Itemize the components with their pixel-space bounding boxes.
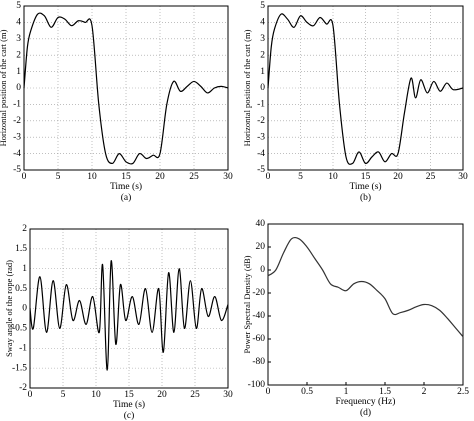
x-tick-label: 15: [361, 172, 371, 182]
x-tick-label: 20: [393, 172, 403, 182]
x-tick-label: 2: [422, 387, 427, 397]
y-tick-label: -3: [13, 132, 21, 142]
x-tick-label: 0: [28, 390, 33, 400]
y-tick-label: 0.5: [15, 284, 27, 294]
y-tick-label: 5: [16, 1, 21, 11]
y-tick-label: 4: [260, 18, 265, 28]
y-tick-label: 3: [16, 34, 21, 44]
y-tick-label: -5: [13, 165, 21, 175]
y-tick-label: 0: [260, 83, 265, 93]
caption: (b): [360, 192, 371, 203]
y-tick-label: 2: [16, 50, 21, 60]
y-tick-label: 5: [260, 1, 265, 11]
x-axis-label: Time (s): [349, 181, 381, 192]
x-tick-label: 25: [426, 172, 436, 182]
y-tick-label: 0: [22, 304, 27, 314]
y-tick-label: 1: [16, 67, 21, 77]
y-tick-label: 0: [260, 265, 265, 275]
x-tick-label: 1: [344, 387, 349, 397]
y-tick-label: -0.5: [12, 324, 27, 334]
x-axis-label: Frequency (Hz): [336, 396, 396, 407]
y-tick-label: -40: [252, 311, 265, 321]
y-tick-label: -1: [13, 100, 21, 110]
y-tick-label: 1: [22, 264, 27, 274]
x-tick-label: 10: [328, 172, 338, 182]
y-tick-label: -4: [257, 149, 265, 159]
y-tick-label: -2: [257, 116, 265, 126]
x-tick-label: 30: [458, 172, 468, 182]
x-tick-label: 25: [190, 390, 200, 400]
data-line: [267, 13, 464, 165]
x-tick-label: 0.5: [301, 387, 313, 397]
x-tick-label: 30: [223, 390, 233, 400]
x-tick-label: 25: [189, 172, 199, 182]
y-tick-label: 4: [16, 18, 21, 28]
y-tick-label: -1: [19, 343, 27, 353]
y-tick-label: 20: [256, 242, 266, 252]
caption: (d): [360, 407, 371, 418]
x-tick-label: 5: [298, 172, 303, 182]
y-tick-label: -80: [252, 357, 265, 367]
y-tick-label: 2: [22, 224, 27, 234]
x-tick-label: 20: [155, 172, 165, 182]
y-tick-label: -1.5: [12, 363, 27, 373]
x-tick-label: 10: [87, 172, 97, 182]
y-tick-label: 1: [260, 67, 265, 77]
x-tick-label: 0: [22, 172, 27, 182]
caption: (c): [124, 410, 135, 421]
caption: (a): [121, 192, 132, 203]
x-tick-label: 0: [266, 387, 271, 397]
y-tick-label: 2: [260, 50, 265, 60]
data-line: [23, 12, 229, 165]
y-tick-label: -60: [252, 334, 265, 344]
y-axis-label: Sway angle of the rope (rad): [4, 260, 14, 357]
y-tick-label: 3: [260, 34, 265, 44]
y-axis-label: Horizontal position of the cart (m): [242, 29, 252, 146]
y-tick-label: -4: [13, 149, 21, 159]
x-tick-label: 20: [157, 390, 167, 400]
x-tick-label: 2.5: [457, 387, 469, 397]
y-tick-label: -2: [19, 383, 27, 393]
y-tick-label: -3: [257, 132, 265, 142]
y-tick-label: -1: [257, 100, 265, 110]
x-tick-label: 5: [56, 172, 61, 182]
x-tick-label: 15: [121, 172, 131, 182]
x-tick-label: 30: [223, 172, 233, 182]
x-tick-label: 5: [61, 390, 66, 400]
y-tick-label: 40: [256, 219, 266, 229]
y-tick-label: -20: [252, 288, 265, 298]
y-tick-label: -100: [248, 380, 266, 390]
plot-frame: [267, 223, 464, 386]
y-axis-label: Horizontal position of the cart (m): [0, 29, 8, 146]
data-line: [267, 236, 464, 338]
y-tick-label: 1.5: [15, 244, 27, 254]
y-axis-label: Power Spectral Density (dB): [242, 255, 252, 353]
x-tick-label: 0: [266, 172, 271, 182]
x-axis-label: Time (s): [113, 399, 145, 410]
y-tick-label: -5: [257, 165, 265, 175]
y-tick-label: 0: [16, 83, 21, 93]
x-axis-label: Time (s): [110, 181, 142, 192]
x-tick-label: 1.5: [379, 387, 391, 397]
x-tick-label: 15: [124, 390, 134, 400]
y-tick-label: -2: [13, 116, 21, 126]
x-tick-label: 10: [91, 390, 101, 400]
data-line: [29, 260, 229, 371]
